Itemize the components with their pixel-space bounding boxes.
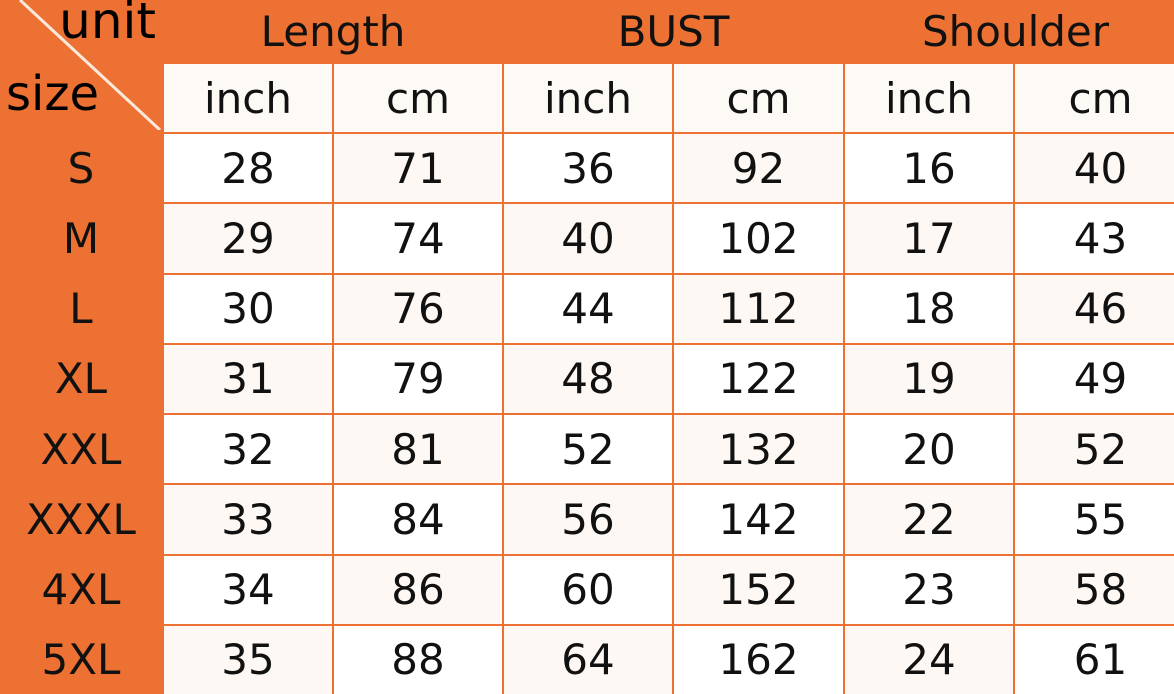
table-cell: 49 <box>1015 344 1174 413</box>
size-label-s: S <box>0 134 162 203</box>
unit-header-inch: inch <box>164 64 332 132</box>
unit-header-cm: cm <box>674 64 843 132</box>
table-cell: 142 <box>674 485 843 554</box>
size-label: size <box>6 66 100 122</box>
table-cell: 88 <box>334 625 502 694</box>
table-cell: 32 <box>164 415 332 484</box>
size-label-xl: XL <box>0 344 162 413</box>
size-label-5xl: 5XL <box>0 625 162 694</box>
table-cell: 56 <box>504 485 672 554</box>
table-cell: 102 <box>674 204 843 273</box>
table-cell: 24 <box>845 625 1013 694</box>
table-cell: 19 <box>845 344 1013 413</box>
unit-header-inch: inch <box>504 64 672 132</box>
unit-label: unit <box>59 0 156 50</box>
table-cell: 40 <box>504 204 672 273</box>
table-cell: 22 <box>845 485 1013 554</box>
table-cell: 61 <box>1015 625 1174 694</box>
size-label-xxl: XXL <box>0 415 162 484</box>
table-cell: 81 <box>334 415 502 484</box>
corner-cell: unit size <box>0 0 162 132</box>
table-cell: 34 <box>164 555 332 624</box>
size-label-xxxl: XXXL <box>0 485 162 554</box>
table-cell: 152 <box>674 555 843 624</box>
table-cell: 48 <box>504 344 672 413</box>
table-cell: 86 <box>334 555 502 624</box>
table-cell: 28 <box>164 134 332 203</box>
table-cell: 71 <box>334 134 502 203</box>
table-cell: 16 <box>845 134 1013 203</box>
table-cell: 84 <box>334 485 502 554</box>
table-cell: 58 <box>1015 555 1174 624</box>
table-cell: 79 <box>334 344 502 413</box>
table-cell: 52 <box>504 415 672 484</box>
table-cell: 162 <box>674 625 843 694</box>
table-cell: 52 <box>1015 415 1174 484</box>
table-cell: 18 <box>845 274 1013 343</box>
table-cell: 60 <box>504 555 672 624</box>
table-cell: 55 <box>1015 485 1174 554</box>
group-header-length: Length <box>164 0 502 62</box>
table-cell: 43 <box>1015 204 1174 273</box>
table-cell: 36 <box>504 134 672 203</box>
table-cell: 74 <box>334 204 502 273</box>
table-cell: 23 <box>845 555 1013 624</box>
table-cell: 64 <box>504 625 672 694</box>
unit-header-inch: inch <box>845 64 1013 132</box>
table-cell: 132 <box>674 415 843 484</box>
table-cell: 46 <box>1015 274 1174 343</box>
group-header-shoulder: Shoulder <box>845 0 1174 62</box>
table-cell: 122 <box>674 344 843 413</box>
table-cell: 17 <box>845 204 1013 273</box>
table-cell: 44 <box>504 274 672 343</box>
unit-header-cm: cm <box>334 64 502 132</box>
table-cell: 92 <box>674 134 843 203</box>
table-cell: 40 <box>1015 134 1174 203</box>
table-cell: 29 <box>164 204 332 273</box>
table-cell: 31 <box>164 344 332 413</box>
table-cell: 30 <box>164 274 332 343</box>
group-header-bust: BUST <box>504 0 843 62</box>
unit-header-cm: cm <box>1015 64 1174 132</box>
size-label-l: L <box>0 274 162 343</box>
size-label-m: M <box>0 204 162 273</box>
size-label-4xl: 4XL <box>0 555 162 624</box>
table-cell: 35 <box>164 625 332 694</box>
table-cell: 33 <box>164 485 332 554</box>
table-cell: 112 <box>674 274 843 343</box>
table-cell: 20 <box>845 415 1013 484</box>
table-cell: 76 <box>334 274 502 343</box>
diagonal-divider <box>18 0 162 130</box>
